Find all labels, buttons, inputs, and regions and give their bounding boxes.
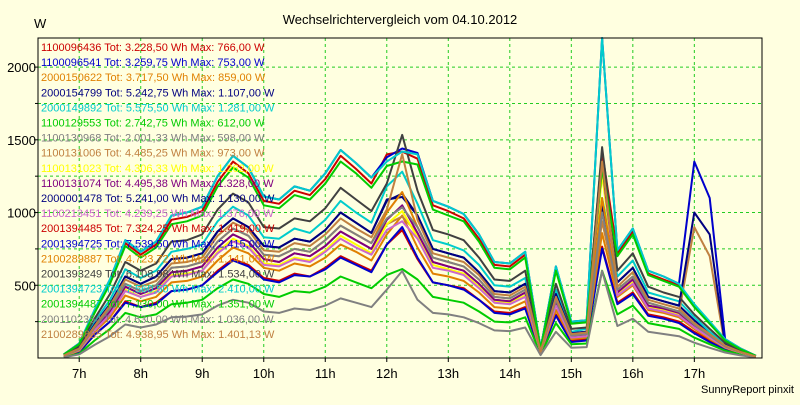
x-tick-label: 13h [437,366,459,381]
legend-entry-2001394725: 2001394725 Tot: 7.539,50 Wh Max: 2.415,0… [41,238,275,250]
legend-entry-2001394723: 2001394723 Tot: 7.560,50 Wh Max: 2.410,0… [41,284,275,296]
legend-entry-1100213451: 1100213451 Tot: 4.239,25 Wh Max: 1.376,0… [41,208,274,220]
series-line-2001394723 [63,37,757,357]
series-line-1100130968 [63,270,756,359]
y-tick-label: 500 [14,278,36,293]
series-line-1100096541 [63,226,756,358]
x-tick-label: 7h [72,366,86,381]
legend-entry-2000149892: 2000149892 Tot: 5.575,50 Wh Max: 1.281,0… [41,102,275,114]
legend-entry-1100096436: 1100096436 Tot: 3.228,50 Wh Max: 766,00 … [41,42,265,54]
x-tick-label: 14h [499,366,521,381]
series-line-2100289885 [63,153,757,358]
x-tick-label: 15h [560,366,582,381]
legend-entry-2001393249: 2001393249 Tot: 6.108,98 Wh Max: 1.534,0… [41,269,275,281]
plot-frame [37,37,763,359]
legend-entry-2000150622: 2000150622 Tot: 3.717,50 Wh Max: 859,00 … [41,72,266,84]
series-line-2000001478 [63,192,757,358]
legend: 1100096436 Tot: 3.228,50 Wh Max: 766,00 … [41,42,275,341]
y-tick-label: 1500 [7,133,36,148]
x-tick-label: 8h [133,366,147,381]
legend-entry-1100131074: 1100131074 Tot: 4.495,38 Wh Max: 1.328,0… [41,178,274,190]
axes: 500 1000 1500 2000 7h 8h 9h 10h 11h 12h 13h 14h 15h 1… [7,37,763,381]
x-tick-label: 12h [376,366,398,381]
legend-entry-1100129553: 1100129553 Tot: 2.742,75 Wh Max: 612,00 … [41,118,265,130]
footer-credit: SunnyReport pinxit [701,384,794,396]
series-line-1100131074 [63,163,757,358]
x-tick-label: 17h [683,366,705,381]
x-tick-label: 11h [315,366,336,381]
legend-entry-2001102354: 2001102354 Tot: 4.630,00 Wh Max: 1.036,0… [41,314,274,326]
legend-entry-2001394487: 2001394487 Tot: 7.130,00 Wh Max: 1.351,0… [41,299,275,311]
x-tick-label: 10h [253,366,275,381]
series-lines [63,37,757,359]
x-tick-label: 16h [622,366,644,381]
series-line-1100213451 [63,156,757,358]
legend-entry-2001394485: 2001394485 Tot: 7.324,25 Wh Max: 1.419,0… [41,223,275,235]
series-line-2001102354 [63,206,757,358]
y-tick-label: 2000 [7,60,36,75]
legend-entry-2100289887: 2100289887 Tot: 4.723,72 Wh Max: 1.141,0… [41,253,275,265]
series-line-1100129553 [63,268,756,359]
legend-entry-1100096541: 1100096541 Tot: 3.259,75 Wh Max: 753,00 … [41,57,265,69]
y-tick-label: 1000 [7,206,36,221]
chart-title: Wechselrichtervergleich vom 04.10.2012 [283,12,518,27]
x-tick-label: 9h [195,366,209,381]
series-line-2001394487 [63,160,757,357]
legend-entry-1100131023: 1100131023 Tot: 4.306,33 Wh Max: 1.262,0… [41,163,274,175]
legend-entry-1100131006: 1100131006 Tot: 4.485,25 Wh Max: 973,00 … [41,148,265,160]
legend-entry-2000001478: 2000001478 Tot: 5.241,00 Wh Max: 1.130,0… [41,193,275,205]
legend-entry-2000154799: 2000154799 Tot: 5.242,75 Wh Max: 1.107,0… [41,87,275,99]
legend-entry-2100289885: 2100289885 Tot: 4.938,95 Wh Max: 1.401,1… [41,329,275,341]
y-axis-label: W [34,16,47,31]
legend-entry-1100130968: 1100130968 Tot: 2.001,33 Wh Max: 598,00 … [41,133,265,145]
